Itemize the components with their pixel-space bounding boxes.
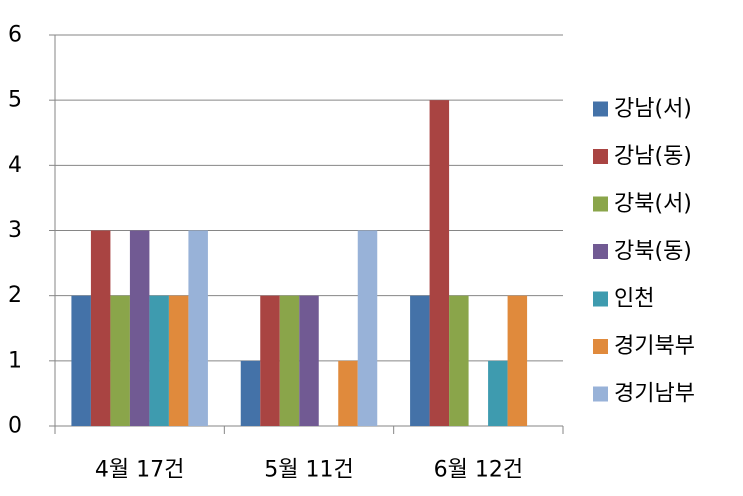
bar (149, 295, 169, 426)
y-tick-label: 2 (8, 283, 22, 308)
legend-label: 강북(동) (614, 239, 692, 264)
legend-label: 경기남부 (614, 382, 695, 407)
legend-swatch (593, 339, 608, 354)
legend-swatch (593, 101, 608, 117)
legend-label: 경기북부 (614, 334, 695, 359)
bar (240, 360, 261, 426)
bar (260, 295, 280, 426)
bar (338, 360, 358, 426)
y-tick-label: 4 (8, 153, 22, 178)
legend-label: 강남(동) (614, 144, 692, 169)
bars (71, 100, 528, 427)
legend-swatch (593, 196, 608, 212)
legend-item: 인천 (593, 287, 654, 312)
legend-item: 경기북부 (593, 334, 695, 359)
bar (357, 230, 378, 426)
bar (188, 230, 208, 426)
legend-label: 인천 (614, 287, 654, 312)
legend-item: 강북(동) (593, 239, 692, 264)
legend-item: 강북(서) (593, 192, 692, 217)
bar (90, 230, 111, 426)
y-tick-label: 6 (8, 23, 22, 48)
x-category-label: 5월 11건 (264, 458, 353, 483)
y-tick-label: 5 (8, 88, 22, 113)
legend-label: 강남(서) (614, 97, 692, 122)
y-tick-label: 1 (8, 348, 22, 373)
bar (168, 295, 189, 426)
legend-item: 강남(서) (593, 97, 692, 122)
x-axis-category-labels: 4월 17건 5월 11건 6월 12건 (95, 458, 523, 483)
bar (449, 295, 469, 426)
legend-swatch (593, 244, 608, 259)
y-tick-label: 0 (8, 414, 22, 439)
x-category-label: 6월 12건 (434, 458, 523, 483)
bar (429, 100, 450, 427)
bar (129, 230, 150, 426)
bar (410, 295, 430, 426)
x-category-label: 4월 17건 (95, 458, 184, 483)
bar (71, 295, 91, 426)
legend-item: 경기남부 (593, 382, 695, 407)
legend-item: 강남(동) (593, 144, 692, 169)
bar (299, 295, 319, 426)
legend-swatch (593, 386, 608, 402)
legend-swatch (593, 291, 608, 307)
y-axis-tick-labels: 0 1 2 3 4 5 6 (8, 23, 22, 439)
bar (488, 360, 508, 426)
bar (507, 295, 528, 426)
y-tick-label: 3 (8, 218, 22, 243)
bar (110, 295, 130, 426)
bar (279, 295, 300, 426)
legend-label: 강북(서) (614, 192, 692, 217)
legend-swatch (593, 149, 608, 164)
